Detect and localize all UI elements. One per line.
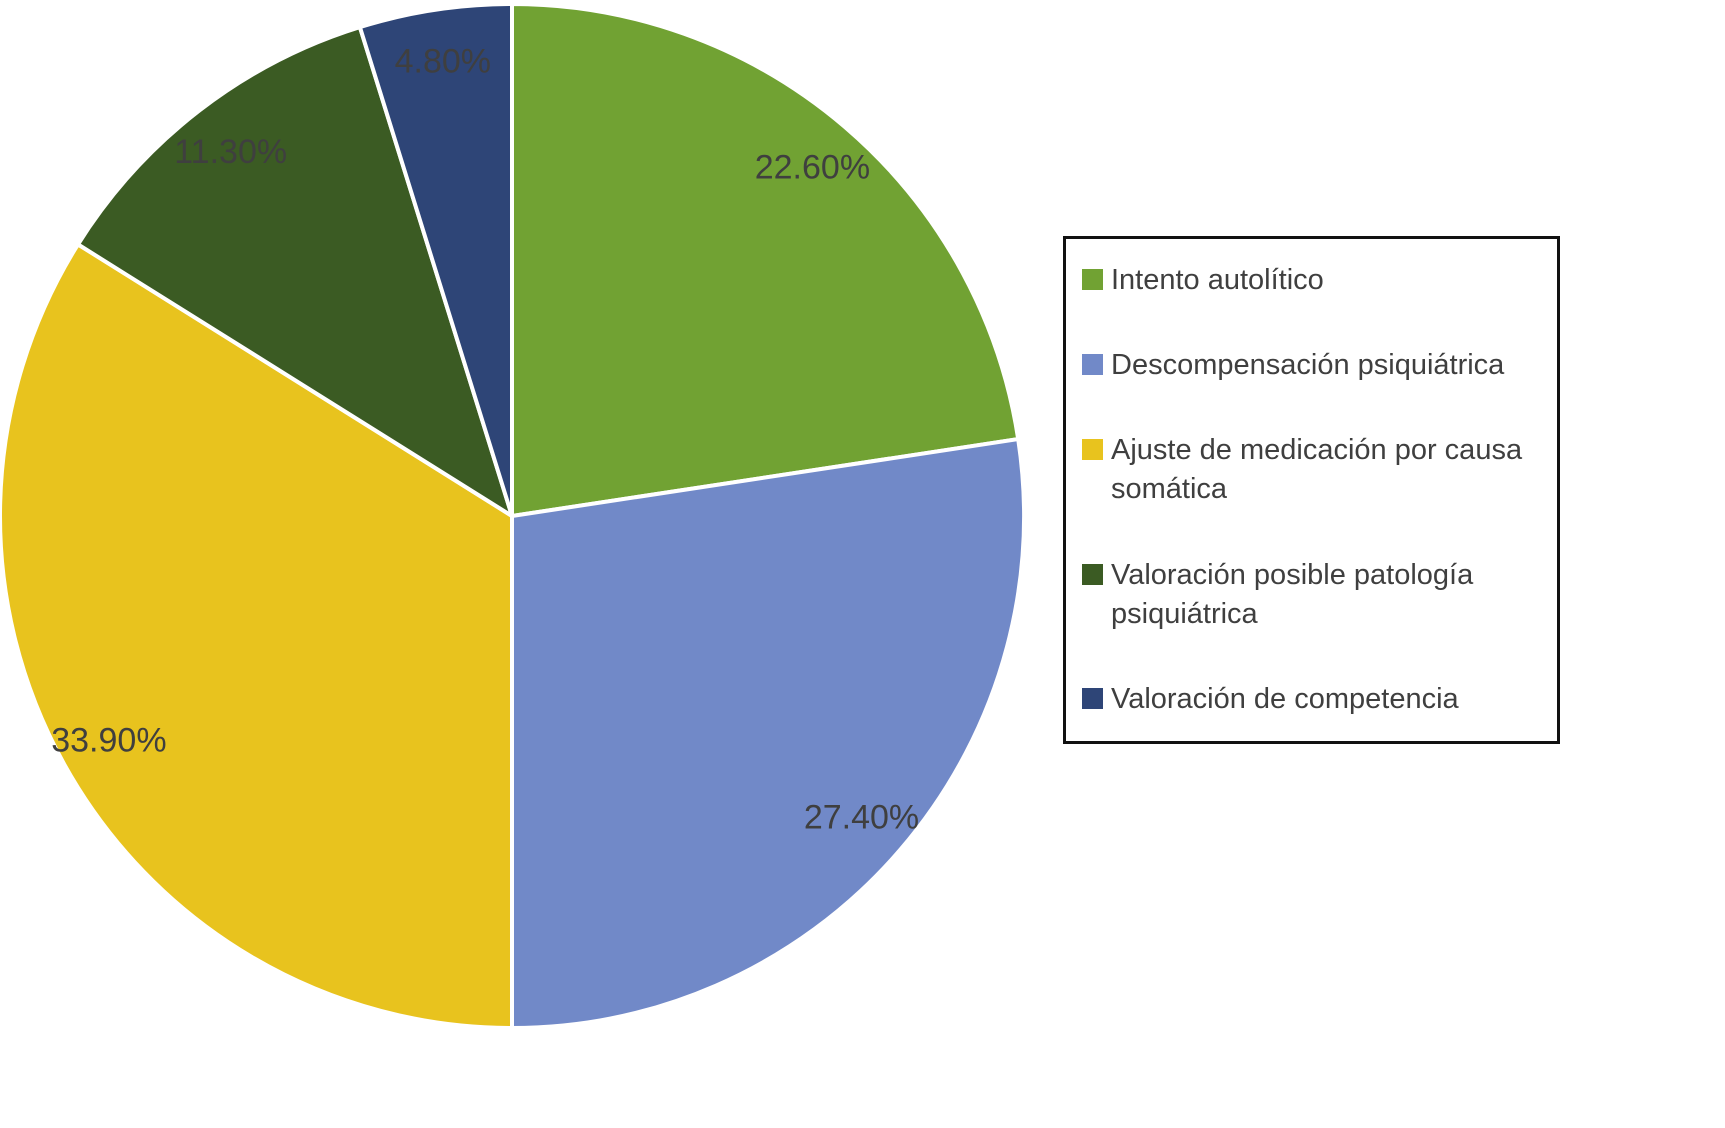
legend-marker xyxy=(1082,687,1103,709)
slice-label: 4.80% xyxy=(395,42,491,80)
legend-marker xyxy=(1082,563,1103,585)
slice-label: 27.40% xyxy=(804,798,919,836)
legend-item: Intento autolítico xyxy=(1082,261,1543,300)
legend-item-label: Valoración de competencia xyxy=(1111,682,1459,715)
chart-legend: Intento autolítico Descompensación psiqui… xyxy=(1063,236,1560,744)
pie-slice xyxy=(0,242,514,1030)
pie-slice xyxy=(510,2,1021,518)
slice-label: 11.30% xyxy=(174,133,287,171)
slice-label: 33.90% xyxy=(51,721,166,759)
legend-item: Valoración de competencia xyxy=(1082,680,1543,719)
legend-item: Descompensación psiquiátrica xyxy=(1082,346,1543,385)
legend-item-label: Descompensación psiquiátrica xyxy=(1111,349,1505,382)
pie-chart: 22.60% 27.40% 33.90% 11.30% 4.80% xyxy=(0,2,1026,1030)
pie-slice xyxy=(357,2,514,518)
legend-marker xyxy=(1082,354,1103,376)
legend-item-label: Ajuste de medicación por causa somática xyxy=(1111,434,1523,506)
legend-marker xyxy=(1082,269,1103,290)
pie-slice xyxy=(75,25,514,518)
slice-label: 22.60% xyxy=(755,149,870,187)
pie-slice xyxy=(510,437,1026,1030)
legend-marker xyxy=(1082,439,1103,461)
legend-item-label: Valoración posible patología psiquiátric… xyxy=(1111,558,1474,630)
legend-item: Ajuste de medicación por causa somática xyxy=(1082,431,1543,509)
legend-item-label: Intento autolítico xyxy=(1111,264,1324,296)
legend-item: Valoración posible patología psiquiátric… xyxy=(1082,556,1543,634)
